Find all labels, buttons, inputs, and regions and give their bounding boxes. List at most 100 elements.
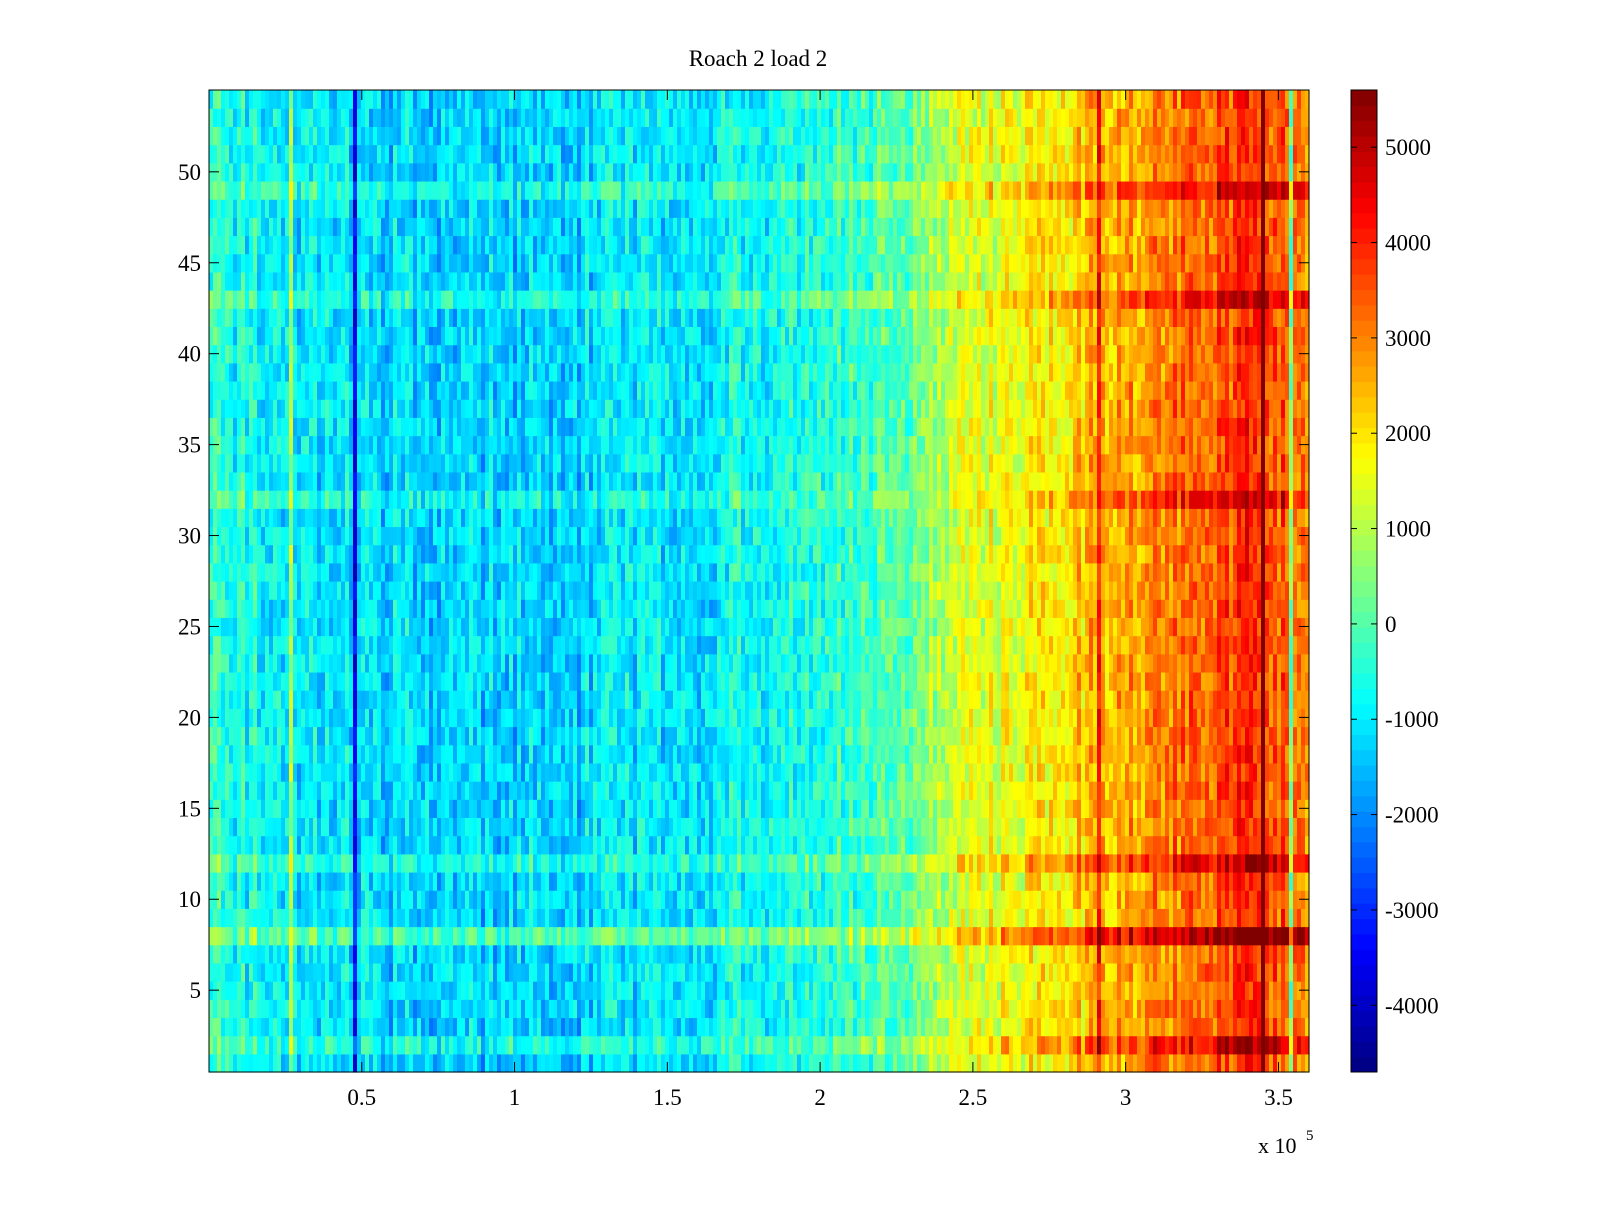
- heatmap-cell: [957, 926, 962, 946]
- heatmap-cell: [281, 744, 286, 764]
- heatmap-cell: [621, 853, 626, 873]
- heatmap-cell: [781, 1053, 786, 1073]
- heatmap-cell: [245, 781, 250, 800]
- heatmap-cell: [1085, 1035, 1090, 1055]
- heatmap-cell: [977, 835, 982, 855]
- heatmap-cell: [1205, 962, 1210, 982]
- heatmap-cell: [425, 926, 430, 946]
- heatmap-cell: [253, 1017, 258, 1037]
- heatmap-cell: [1281, 962, 1286, 982]
- heatmap-cell: [1265, 926, 1270, 946]
- heatmap-cell: [421, 799, 426, 819]
- heatmap-cell: [965, 781, 970, 800]
- heatmap-cell: [1013, 781, 1018, 800]
- heatmap-cell: [593, 999, 598, 1019]
- heatmap-cell: [1261, 981, 1266, 1000]
- heatmap-cell: [377, 871, 382, 891]
- heatmap-cell: [893, 762, 898, 782]
- heatmap-cell: [949, 981, 954, 1000]
- heatmap-cell: [1301, 926, 1306, 946]
- heatmap-cell: [237, 853, 242, 873]
- heatmap-cell: [1021, 926, 1026, 946]
- heatmap-cell: [377, 962, 382, 982]
- heatmap-cell: [653, 999, 658, 1019]
- heatmap-cell: [241, 981, 246, 1000]
- heatmap-cell: [573, 1053, 578, 1073]
- heatmap-cell: [285, 908, 290, 928]
- heatmap-cell: [1165, 944, 1170, 964]
- heatmap-cell: [993, 962, 998, 982]
- heatmap-cell: [897, 981, 902, 1000]
- heatmap-cell: [1085, 944, 1090, 964]
- heatmap-cell: [985, 999, 990, 1019]
- heatmap-cell: [605, 944, 610, 964]
- heatmap-cell: [1073, 817, 1078, 837]
- heatmap-cell: [689, 853, 694, 873]
- heatmap-cell: [937, 853, 942, 873]
- heatmap-cell: [1249, 817, 1254, 837]
- heatmap-cell: [397, 981, 402, 1000]
- heatmap-cell: [229, 926, 234, 946]
- heatmap-cell: [861, 999, 866, 1019]
- heatmap-cell: [321, 926, 326, 946]
- heatmap-cell: [1049, 1053, 1054, 1073]
- heatmap-cell: [841, 744, 846, 764]
- heatmap-cell: [1201, 962, 1206, 982]
- heatmap-cell: [761, 835, 766, 855]
- heatmap-cell: [969, 853, 974, 873]
- heatmap-cell: [313, 835, 318, 855]
- heatmap-cell: [1033, 871, 1038, 891]
- heatmap-cell: [637, 999, 642, 1019]
- heatmap-cell: [1037, 908, 1042, 928]
- heatmap-cell: [793, 1053, 798, 1073]
- heatmap-cell: [933, 817, 938, 837]
- heatmap-cell: [1285, 890, 1290, 909]
- heatmap-cell: [1117, 781, 1122, 800]
- heatmap-cell: [401, 999, 406, 1019]
- heatmap-cell: [453, 908, 458, 928]
- heatmap-cell: [861, 744, 866, 764]
- heatmap-cell: [905, 926, 910, 946]
- heatmap-cell: [525, 871, 530, 891]
- heatmap-cell: [689, 1053, 694, 1073]
- heatmap-cell: [1041, 962, 1046, 982]
- heatmap-cell: [381, 799, 386, 819]
- heatmap-cell: [741, 890, 746, 909]
- heatmap-cell: [781, 853, 786, 873]
- heatmap-cell: [1105, 762, 1110, 782]
- heatmap-cell: [737, 817, 742, 837]
- heatmap-cell: [1213, 835, 1218, 855]
- heatmap-cell: [1121, 1035, 1126, 1055]
- heatmap-cell: [217, 890, 222, 909]
- heatmap-cell: [293, 890, 298, 909]
- heatmap-cell: [945, 799, 950, 819]
- heatmap-cell: [1269, 890, 1274, 909]
- heatmap-cell: [825, 781, 830, 800]
- heatmap-cell: [813, 981, 818, 1000]
- heatmap-cell: [537, 944, 542, 964]
- heatmap-cell: [769, 999, 774, 1019]
- heatmap-cell: [661, 981, 666, 1000]
- heatmap-cell: [1201, 835, 1206, 855]
- heatmap-cell: [925, 799, 930, 819]
- heatmap-cell: [621, 908, 626, 928]
- heatmap-cell: [993, 871, 998, 891]
- heatmap-cell: [1109, 853, 1114, 873]
- heatmap-cell: [1145, 799, 1150, 819]
- heatmap-cell: [513, 962, 518, 982]
- heatmap-cell: [577, 999, 582, 1019]
- heatmap-cell: [737, 1017, 742, 1037]
- heatmap-cell: [237, 817, 242, 837]
- heatmap-cell: [217, 817, 222, 837]
- heatmap-cell: [701, 908, 706, 928]
- heatmap-cell: [1249, 799, 1254, 819]
- heatmap-cell: [1109, 999, 1114, 1019]
- heatmap-cell: [989, 817, 994, 837]
- heatmap-cell: [589, 981, 594, 1000]
- heatmap-cell: [801, 835, 806, 855]
- heatmap-cell: [857, 944, 862, 964]
- heatmap-cell: [233, 1035, 238, 1055]
- heatmap-cell: [729, 1017, 734, 1037]
- heatmap-cell: [293, 1035, 298, 1055]
- heatmap-cell: [889, 762, 894, 782]
